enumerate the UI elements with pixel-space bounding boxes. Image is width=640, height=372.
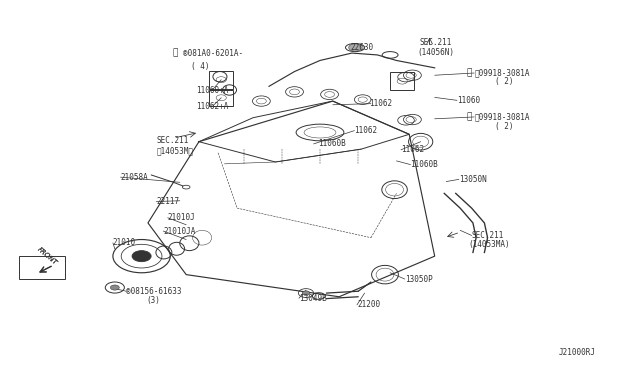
Text: 21010J: 21010J [168, 213, 195, 222]
Text: FRONT: FRONT [36, 246, 58, 266]
Text: Ⓚ09918-3081A: Ⓚ09918-3081A [474, 112, 530, 121]
Text: 22630: 22630 [351, 43, 374, 52]
Text: 13050P: 13050P [404, 275, 433, 283]
Text: (3): (3) [147, 296, 161, 305]
Text: SEC.211: SEC.211 [472, 231, 504, 240]
Text: ®081A0-6201A-: ®081A0-6201A- [183, 49, 243, 58]
Text: Ⓑ: Ⓑ [173, 48, 178, 57]
Circle shape [110, 285, 119, 290]
Text: 11062+A: 11062+A [196, 103, 228, 112]
Text: 21010JA: 21010JA [163, 227, 196, 235]
Bar [209, 71, 234, 89]
Text: 11062: 11062 [401, 145, 424, 154]
Circle shape [302, 291, 310, 295]
Text: (14053MA): (14053MA) [468, 240, 510, 249]
Text: 13050N: 13050N [459, 175, 486, 184]
Text: ( 2): ( 2) [495, 122, 514, 131]
Text: ( 4): ( 4) [191, 61, 210, 71]
Circle shape [132, 251, 151, 262]
Text: ®08156-61633: ®08156-61633 [126, 287, 182, 296]
Bar [390, 72, 414, 90]
Text: FRONT: FRONT [36, 246, 58, 266]
Text: 11060B: 11060B [410, 160, 438, 169]
Text: SEC.211: SEC.211 [156, 137, 189, 145]
Text: ( 2): ( 2) [495, 77, 514, 86]
Text: 21010: 21010 [113, 238, 136, 247]
Text: 21200: 21200 [357, 300, 380, 310]
Bar [19, 256, 65, 279]
Text: 11060: 11060 [457, 96, 480, 105]
Text: SEC.211: SEC.211 [419, 38, 452, 47]
Text: Ⓝ: Ⓝ [467, 68, 472, 77]
Text: 13049B: 13049B [299, 294, 327, 303]
Circle shape [349, 44, 362, 51]
Text: 〶14053M〉: 〶14053M〉 [156, 147, 193, 156]
Text: 11062: 11062 [355, 126, 378, 135]
Text: 21058A: 21058A [120, 173, 148, 182]
Text: 22117: 22117 [156, 197, 179, 206]
Text: (14056N): (14056N) [417, 48, 454, 57]
Text: 11062: 11062 [369, 99, 392, 108]
Text: 11060+A: 11060+A [196, 86, 228, 95]
Text: 11060B: 11060B [318, 140, 346, 148]
Text: J21000RJ: J21000RJ [559, 348, 596, 357]
Bar [209, 90, 234, 106]
Text: Ⓝ: Ⓝ [467, 112, 472, 121]
Text: Ⓚ09918-3081A: Ⓚ09918-3081A [474, 68, 530, 77]
